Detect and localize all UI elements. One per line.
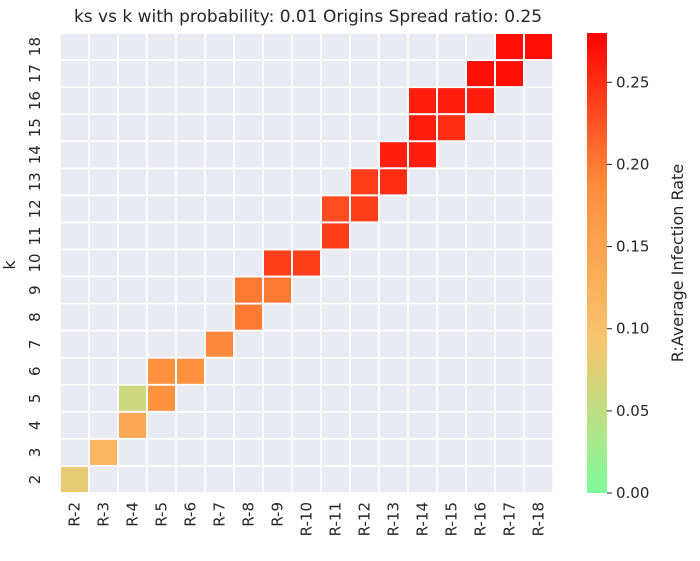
- y-tick-label: 12: [26, 199, 44, 218]
- y-tick-label: 9: [26, 285, 44, 295]
- x-tick-labels: R-2 R-3 R-4 R-5 R-6 R-7 R-8 R-9 R-10 R-11 R-12 R-13…: [66, 502, 548, 536]
- x-tick-label: R-9: [269, 502, 287, 527]
- y-tick-label: 10: [26, 253, 44, 272]
- heatmap-cell-R-14-15: [409, 115, 436, 141]
- x-tick-label: R-16: [472, 502, 490, 536]
- y-tick-label: 7: [26, 339, 44, 349]
- y-tick-label: 15: [26, 118, 44, 137]
- heatmap-cell-R-10-10: [293, 250, 320, 276]
- colorbar-tick-label: 0.05: [616, 402, 649, 420]
- heatmap-cell-R-17-17: [496, 61, 523, 87]
- y-tick-labels: 2 3 4 5 6 7 8 9 10 11 12 13 14 15 16 17 18: [26, 37, 44, 484]
- x-tick-label: R-3: [95, 502, 113, 527]
- heatmap-cell-R-14-14: [409, 142, 436, 168]
- x-tick-label: R-17: [501, 502, 519, 536]
- heatmap-cell-R-5-5: [148, 385, 175, 411]
- heatmap-cell-R-9-9: [264, 277, 291, 303]
- y-tick-label: 4: [26, 421, 44, 431]
- heatmap-cell-R-15-15: [438, 115, 465, 141]
- x-tick-label: R-4: [124, 502, 142, 527]
- x-tick-label: R-15: [443, 502, 461, 536]
- y-tick-label: 11: [26, 226, 44, 245]
- heatmap-cell-R-18-18: [525, 34, 552, 60]
- heatmap-cell-R-11-12: [322, 196, 349, 222]
- y-tick-label: 2: [26, 475, 44, 485]
- colorbar-tick-label: 0.20: [616, 155, 649, 173]
- colorbar: [587, 33, 607, 493]
- colorbar-label: R:Average Infection Rate: [668, 164, 687, 362]
- y-tick-label: 16: [26, 91, 44, 110]
- x-tick-label: R-11: [327, 502, 345, 536]
- colorbar-tick-label: 0.00: [616, 484, 649, 502]
- colorbar-tick-label: 0.15: [616, 238, 649, 256]
- heatmap-cell-R-12-13: [351, 169, 378, 195]
- x-tick-label: R-12: [356, 502, 374, 536]
- heatmap-cell-R-8-8: [235, 304, 262, 330]
- y-tick-label: 13: [26, 172, 44, 191]
- chart-title: ks vs k with probability: 0.01 Origins S…: [74, 7, 542, 27]
- y-tick-label: 17: [26, 64, 44, 83]
- heatmap-cell-R-16-16: [467, 88, 494, 114]
- heatmap-cell-R-13-14: [380, 142, 407, 168]
- heatmap-cell-R-5-6: [148, 358, 175, 384]
- heatmap-cell-R-15-16: [438, 88, 465, 114]
- heatmap-cell-R-2-2: [61, 466, 88, 492]
- heatmap-cell-R-12-12: [351, 196, 378, 222]
- x-tick-label: R-10: [298, 502, 316, 536]
- x-tick-label: R-2: [66, 502, 84, 527]
- y-tick-label: 5: [26, 394, 44, 404]
- y-tick-label: 8: [26, 312, 44, 322]
- x-tick-label: R-18: [530, 502, 548, 536]
- heatmap-cell-R-7-7: [206, 331, 233, 357]
- heatmap-cell-R-3-3: [90, 439, 117, 465]
- x-tick-label: R-6: [182, 502, 200, 527]
- heatmap-cells: [59, 32, 554, 494]
- heatmap-cell-R-14-16: [409, 88, 436, 114]
- heatmap-cell-R-16-17: [467, 61, 494, 87]
- x-tick-label: R-13: [385, 502, 403, 536]
- heatmap-cell-R-13-13: [380, 169, 407, 195]
- colorbar-tick-label: 0.25: [616, 73, 649, 91]
- y-axis-label: k: [0, 260, 19, 270]
- heatmap-cell-R-6-6: [177, 358, 204, 384]
- colorbar-tick-label: 0.10: [616, 320, 649, 338]
- x-tick-label: R-14: [414, 502, 432, 536]
- heatmap-cell-R-4-4: [119, 412, 146, 438]
- x-tick-label: R-5: [153, 502, 171, 527]
- heatmap-cell-R-9-10: [264, 250, 291, 276]
- heatmap-cell-R-11-11: [322, 223, 349, 249]
- y-tick-label: 18: [26, 37, 44, 56]
- x-tick-label: R-8: [240, 502, 258, 527]
- heatmap-cell-R-8-9: [235, 277, 262, 303]
- heatmap-cell-R-17-18: [496, 34, 523, 60]
- heatmap-cell-R-4-5: [119, 385, 146, 411]
- y-tick-label: 3: [26, 448, 44, 458]
- colorbar-ticks: 0.00 0.05 0.10 0.15 0.20 0.25: [607, 73, 649, 502]
- x-tick-label: R-7: [211, 502, 229, 527]
- y-tick-label: 6: [26, 366, 44, 376]
- y-tick-label: 14: [26, 145, 44, 164]
